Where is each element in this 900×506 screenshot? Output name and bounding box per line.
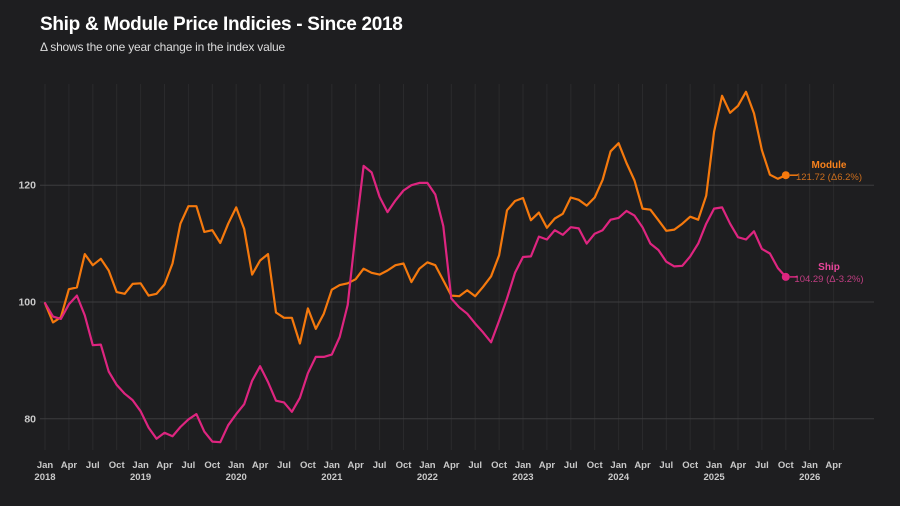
x-tick-label: Oct [109,460,126,471]
x-tick-label: Jan [419,460,436,471]
x-tick-label: Jul [373,460,387,471]
x-tick-label: Jan [132,460,149,471]
x-tick-label: Apr [443,460,460,471]
x-tick-label: Oct [587,460,604,471]
x-tick-label: Jan [706,460,723,471]
x-tick-label: Oct [396,460,413,471]
ship-end-dot [781,272,790,281]
ship-line [43,164,787,444]
x-tick-label: Jan [228,460,245,471]
x-tick-year-label: 2022 [417,472,438,483]
x-tick-label: Jan [37,460,54,471]
chart-title: Ship & Module Price Indicies - Since 201… [40,14,403,35]
x-tick-label: Apr [730,460,747,471]
y-tick-label: 100 [18,297,36,309]
module-line [43,90,787,345]
x-tick-year-label: 2019 [130,472,151,483]
module-end-dot [781,171,790,180]
x-tick-label: Oct [778,460,795,471]
x-tick-label: Apr [539,460,556,471]
x-tick-label: Jul [755,460,769,471]
x-tick-label: Apr [252,460,269,471]
x-tick-year-label: 2018 [34,472,55,483]
x-tick-label: Jul [468,460,482,471]
x-tick-label: Oct [682,460,699,471]
chart-header: Ship & Module Price Indicies - Since 201… [40,14,403,54]
x-tick-label: Jul [659,460,673,471]
x-tick-label: Apr [348,460,365,471]
x-tick-year-label: 2024 [608,472,630,483]
y-tick-label: 120 [18,180,36,192]
x-tick-label: Jul [86,460,100,471]
x-tick-year-label: 2023 [512,472,533,483]
x-tick-label: Jul [277,460,291,471]
x-tick-label: Apr [825,460,842,471]
x-tick-label: Jan [802,460,819,471]
x-tick-label: Apr [634,460,651,471]
x-tick-label: Oct [300,460,317,471]
x-tick-label: Jan [610,460,627,471]
x-tick-label: Oct [491,460,508,471]
x-tick-label: Jan [515,460,532,471]
x-tick-year-label: 2021 [321,472,343,483]
x-tick-label: Jul [182,460,196,471]
x-tick-label: Oct [204,460,221,471]
x-tick-label: Apr [156,460,173,471]
x-tick-year-label: 2025 [704,472,726,483]
x-tick-label: Apr [61,460,78,471]
chart-subtitle: Δ shows the one year change in the index… [40,40,285,54]
x-tick-year-label: 2020 [226,472,247,483]
x-tick-label: Jul [564,460,578,471]
y-tick-label: 80 [24,413,36,425]
x-tick-label: Jan [324,460,341,471]
x-tick-year-label: 2026 [799,472,820,483]
